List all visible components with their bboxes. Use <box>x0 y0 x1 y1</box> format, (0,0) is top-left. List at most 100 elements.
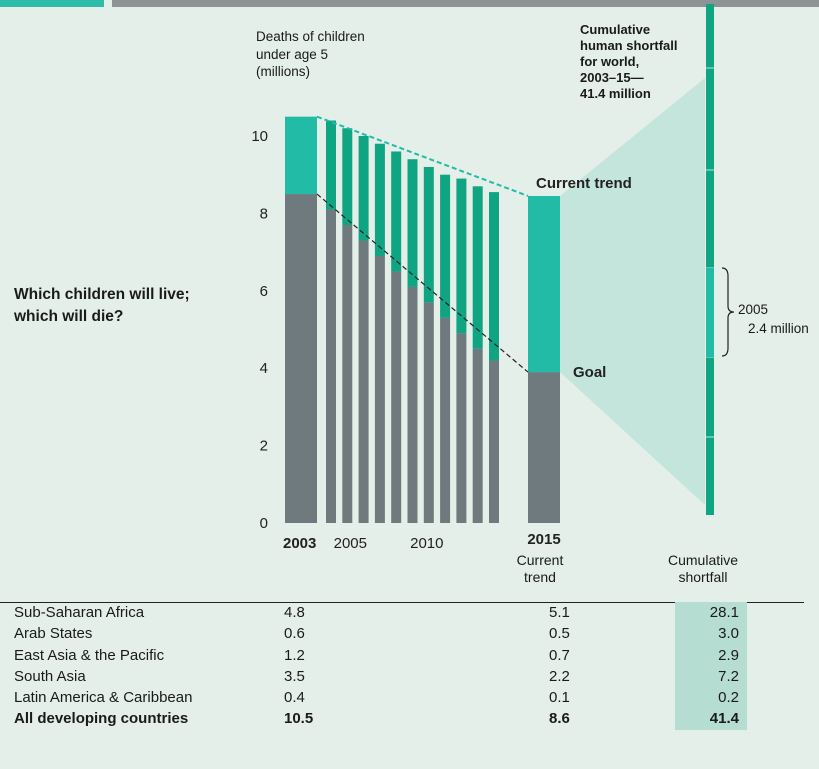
col-head-current-trend-line-1: Current <box>516 552 564 568</box>
region-cell: East Asia & the Pacific <box>14 646 165 664</box>
y-axis-label-line-2: under age 5 <box>256 46 329 62</box>
shortfall-bar-2012 <box>456 178 467 334</box>
goal-dashed-line <box>316 193 529 373</box>
goal-bar-2011 <box>440 317 451 523</box>
value-2003-cell: 3.5 <box>284 667 305 685</box>
shortfall-title: Cumulative human shortfall for world, 20… <box>580 22 705 102</box>
x-tick-2003: 2003 <box>283 535 316 552</box>
shortfall-title-line-2: human shortfall <box>580 38 678 53</box>
col-head-current-trend-line-2: trend <box>524 569 556 585</box>
shortfall-bar-2006 <box>358 136 369 241</box>
cumulative-cell: 41.4 <box>675 708 747 730</box>
y-tick-4: 4 <box>260 360 268 377</box>
goal-label: Goal <box>573 364 606 381</box>
goal-bar-2014 <box>489 360 499 523</box>
table-row: East Asia & the Pacific 1.2 0.7 2.9 <box>0 644 747 666</box>
question-line-2: which will die? <box>14 308 124 325</box>
table-row: Arab States 0.6 0.5 3.0 <box>0 623 747 645</box>
value-2003-cell: 0.4 <box>284 689 305 707</box>
shortfall-bar-2005 <box>342 128 353 226</box>
shortfall-bar-2010 <box>423 166 434 303</box>
shortfall-bar-2015 <box>528 195 560 373</box>
deaths-chart: 0 2 4 6 8 10 2003 2005 2010 2015 Current trend Goal <box>251 4 735 552</box>
table-row: South Asia 3.5 2.2 7.2 <box>0 665 747 688</box>
shortfall-column <box>706 4 714 515</box>
goal-bar-2006 <box>358 240 369 524</box>
y-tick-10: 10 <box>251 128 268 145</box>
current-trend-label: Current trend <box>536 175 632 192</box>
goal-bar-2003 <box>285 194 317 524</box>
x-tick-2015: 2015 <box>527 531 560 548</box>
shortfall-title-line-3: for world, <box>580 54 640 69</box>
value-2015-cell: 0.1 <box>549 689 570 707</box>
cumulative-cell: 28.1 <box>675 602 747 624</box>
y-tick-6: 6 <box>260 283 268 300</box>
x-tick-2010: 2010 <box>410 535 443 552</box>
highlight-bracket <box>721 267 735 357</box>
table-row: Latin America & Caribbean 0.4 0.1 0.2 <box>0 687 747 709</box>
shortfall-bar-2009 <box>407 159 418 287</box>
cumulative-cell: 2.9 <box>675 644 747 666</box>
y-axis-label: Deaths of children under age 5 (millions… <box>256 28 416 81</box>
y-tick-2: 2 <box>260 438 268 455</box>
cumulative-cell: 3.0 <box>675 623 747 645</box>
value-2015-cell: 0.5 <box>549 625 570 643</box>
cumulative-cell: 7.2 <box>675 665 747 688</box>
table-row: Sub-Saharan Africa 4.8 5.1 28.1 <box>0 602 747 624</box>
region-cell: South Asia <box>14 667 86 685</box>
col-head-cumulative-line-2: shortfall <box>678 569 728 585</box>
region-cell: Sub-Saharan Africa <box>14 604 145 621</box>
shortfall-bar-2014 <box>489 192 499 361</box>
y-tick-0: 0 <box>260 515 268 532</box>
value-2015-cell: 0.7 <box>549 646 570 664</box>
shortfall-bar-2008 <box>391 151 402 272</box>
col-head-cumulative-line-1: Cumulative <box>667 552 739 568</box>
x-tick-2005: 2005 <box>334 535 367 552</box>
regions-table: Sub-Saharan Africa 4.8 5.1 28.1 Arab States 0… <box>0 602 747 730</box>
highlight-value-label: 2.4 million <box>748 321 809 336</box>
value-2015-cell: 8.6 <box>549 710 570 728</box>
shortfall-title-line-4: 2003–15— <box>580 70 644 85</box>
y-axis-label-line-1: Deaths of children <box>256 29 365 44</box>
table-top-rule <box>0 602 804 603</box>
goal-bar-2008 <box>391 271 402 523</box>
goal-bar-2007 <box>374 255 385 523</box>
table-total-row: All developing countries 10.5 8.6 41.4 <box>0 708 747 730</box>
region-cell: Arab States <box>14 625 93 643</box>
col-head-current-trend: Current trend <box>500 552 580 586</box>
shortfall-fan <box>560 78 705 505</box>
shortfall-bar-2011 <box>440 174 451 318</box>
question-line-1: Which children will live; <box>14 286 190 303</box>
value-2003-cell: 4.8 <box>284 604 305 621</box>
cumulative-cell: 0.2 <box>675 687 747 709</box>
goal-bar-2005 <box>342 225 353 523</box>
y-tick-8: 8 <box>260 205 268 222</box>
region-cell: Latin America & Caribbean <box>14 689 193 707</box>
value-2003-cell: 10.5 <box>284 710 314 728</box>
shortfall-bar-2004 <box>326 120 336 210</box>
goal-bar-2009 <box>407 286 418 523</box>
shortfall-bar-2007 <box>374 143 385 256</box>
col-head-cumulative-shortfall: Cumulative shortfall <box>648 552 758 586</box>
value-2015-cell: 5.1 <box>549 604 570 621</box>
goal-bar-2010 <box>423 302 434 523</box>
y-axis-label-line-3: (millions) <box>256 64 310 79</box>
shortfall-segment-2005 <box>706 268 714 357</box>
shortfall-bar-2013 <box>472 186 483 349</box>
trend-dashed-line <box>316 115 529 197</box>
shortfall-bar-2003 <box>285 116 317 195</box>
header-bar <box>112 0 819 7</box>
highlight-year-label: 2005 <box>738 302 769 317</box>
value-2003-cell: 1.2 <box>284 646 305 664</box>
goal-bar-2013 <box>472 348 483 523</box>
shortfall-title-line-5: 41.4 million <box>580 86 651 101</box>
chart-question: Which children will live; which will die… <box>14 284 254 328</box>
value-2003-cell: 0.6 <box>284 625 305 643</box>
region-cell: All developing countries <box>14 710 189 728</box>
value-2015-cell: 2.2 <box>549 667 570 685</box>
goal-bar-2015 <box>528 372 560 523</box>
shortfall-title-line-1: Cumulative <box>580 22 651 37</box>
header-accent-bar <box>0 0 104 7</box>
goal-bar-2004 <box>326 209 336 523</box>
goal-bar-2012 <box>456 333 467 523</box>
